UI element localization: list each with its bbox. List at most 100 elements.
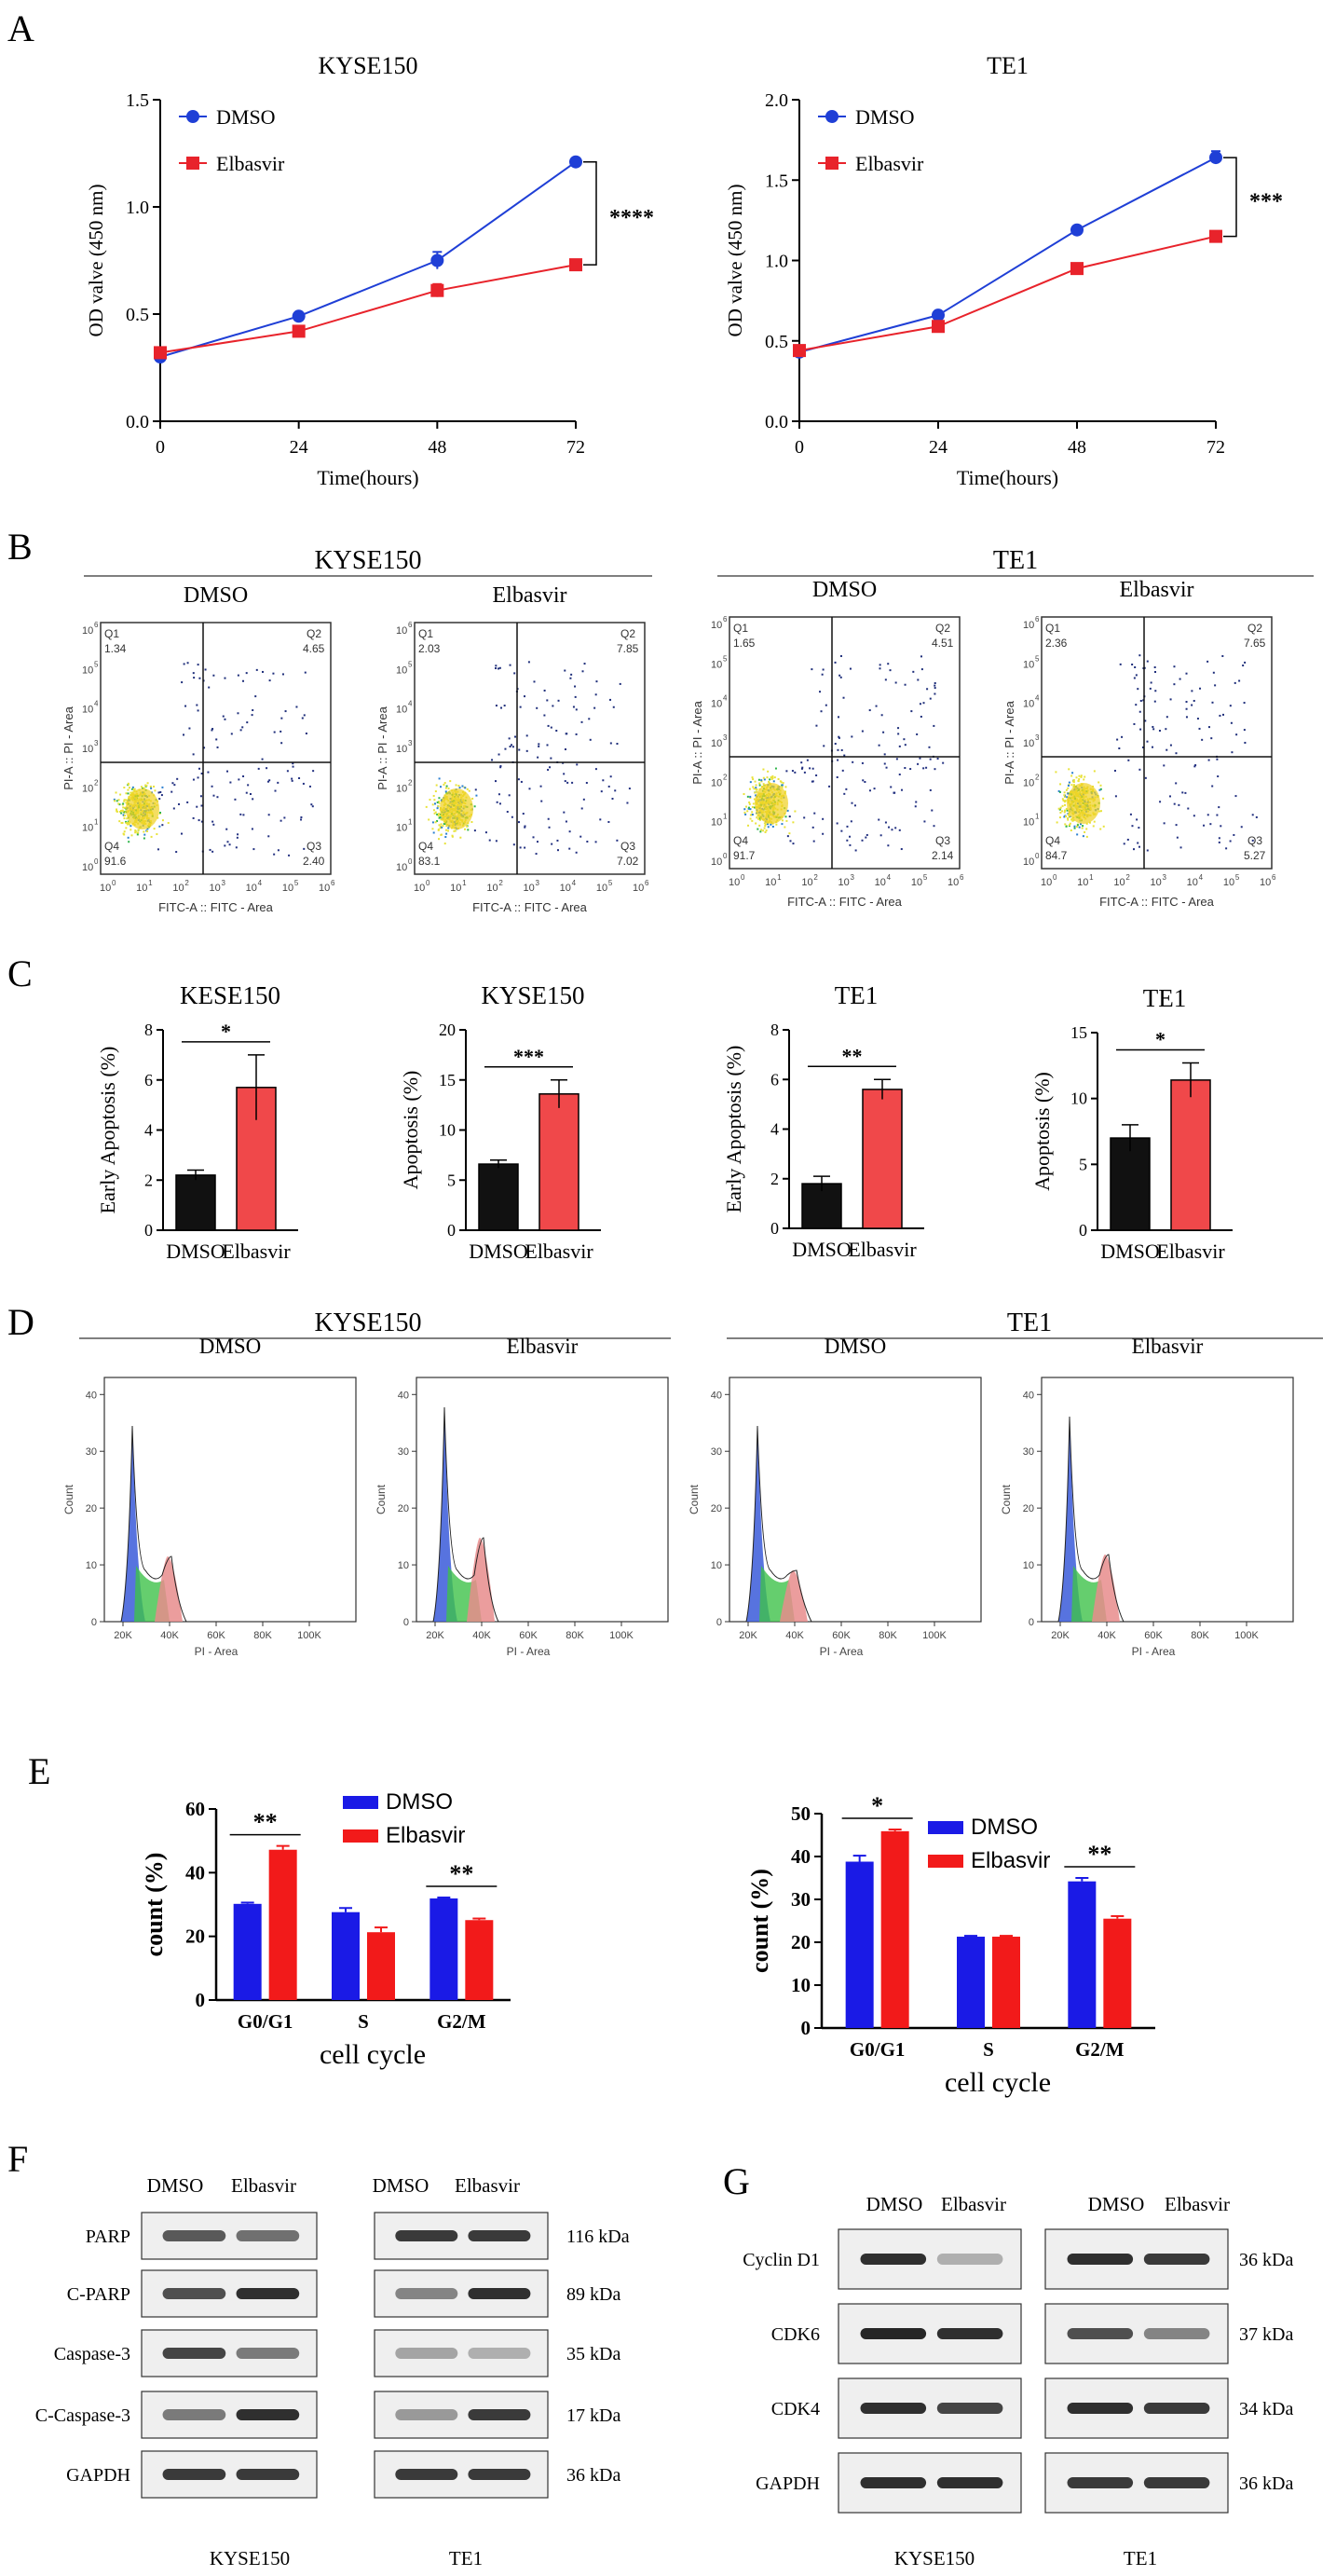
scatter-dot	[749, 795, 752, 798]
scatter-dot	[593, 706, 596, 709]
density-core	[440, 788, 473, 829]
scatter-dot	[198, 819, 200, 822]
legend-swatch-dmso	[343, 1796, 378, 1809]
y-tick-label: 10	[396, 862, 407, 873]
scatter-dot	[897, 727, 900, 730]
scatter-dot	[1191, 690, 1193, 692]
scatter-dot	[158, 825, 161, 828]
scatter-dot	[1092, 825, 1095, 828]
scatter-dot	[1072, 778, 1075, 781]
scatter-dot	[845, 788, 848, 790]
scatter-dot	[834, 661, 837, 664]
scatter-dot	[238, 778, 240, 781]
scatter-dot	[280, 742, 283, 745]
scatter-dot	[547, 724, 550, 727]
scatter-dot	[1057, 789, 1060, 792]
scatter-dot	[128, 820, 130, 823]
scatter-dot	[1056, 821, 1058, 824]
scatter-dot	[920, 668, 923, 671]
scatter-dot	[268, 779, 271, 782]
y-tick-exponent: 1	[723, 813, 728, 821]
y-tick-label: 0	[801, 2017, 811, 2039]
scatter-dot	[594, 693, 597, 696]
scatter-dot	[811, 668, 813, 671]
data-point-dmso	[1209, 151, 1222, 165]
scatter-dot	[540, 800, 543, 802]
scatter-dot	[186, 662, 189, 665]
scatter-dot	[267, 814, 270, 816]
scatter-dot	[499, 765, 502, 768]
scatter-dot	[889, 669, 892, 672]
scatter-dot	[583, 663, 586, 665]
scatter-dot	[1085, 835, 1088, 838]
scatter-dot	[468, 789, 470, 792]
quadrant-value: 7.65	[1244, 637, 1266, 650]
x-tick-label: S	[358, 2010, 369, 2033]
scatter-dot	[781, 786, 784, 788]
scatter-dot	[894, 681, 897, 684]
scatter-dot	[157, 816, 159, 819]
scatter-dot	[1243, 729, 1246, 732]
scatter-dot	[547, 768, 550, 771]
y-tick-label: 30	[711, 1446, 722, 1458]
scatter-dot	[543, 714, 546, 717]
scatter-dot	[303, 714, 306, 717]
scatter-dot	[1116, 738, 1119, 741]
y-axis-label: Count	[1000, 1484, 1013, 1514]
scatter-dot	[792, 843, 795, 845]
scatter-dot	[192, 816, 195, 819]
x-tick-label: 60K	[1144, 1630, 1163, 1641]
scatter-dot	[1077, 780, 1080, 783]
scatter-dot	[1198, 727, 1201, 730]
scatter-dot	[925, 766, 928, 769]
x-tick-exponent: 4	[572, 879, 577, 887]
y-axis-label: count (%)	[141, 1853, 168, 1957]
scatter-dot	[459, 836, 462, 839]
scatter-dot	[931, 809, 934, 812]
scatter-dot	[137, 829, 140, 831]
scatter-dot	[255, 668, 258, 671]
scatter-dot	[555, 730, 558, 733]
protein-band	[936, 2403, 1003, 2414]
y-tick-label: 10	[396, 625, 407, 637]
scatter-dot	[570, 673, 573, 676]
protein-band	[162, 2409, 226, 2420]
scatter-dot	[437, 815, 440, 817]
scatter-dot	[245, 791, 248, 794]
y-tick-exponent: 2	[408, 778, 413, 787]
scatter-dot	[837, 759, 839, 761]
x-tick-exponent: 1	[148, 879, 153, 887]
scatter-dot	[852, 760, 854, 763]
x-tick-exponent: 5	[1235, 873, 1240, 882]
scatter-dot	[212, 674, 215, 677]
scatter-dot	[838, 716, 840, 719]
scatter-dot	[823, 745, 825, 747]
scatter-dot	[506, 811, 509, 814]
scatter-dot	[572, 706, 575, 708]
legend-marker-elbasvir	[825, 157, 838, 170]
scatter-dot	[1078, 774, 1081, 777]
scatter-dot	[495, 665, 498, 667]
scatter-dot	[508, 794, 511, 797]
scatter-dot	[846, 839, 849, 842]
scatter-dot	[471, 797, 474, 800]
y-tick-exponent: 4	[723, 694, 728, 703]
legend-label-dmso: DMSO	[855, 105, 915, 129]
scatter-dot	[173, 784, 176, 787]
scatter-dot	[1206, 814, 1209, 816]
histogram-trace	[120, 1425, 187, 1623]
scatter-dot	[594, 768, 597, 771]
lane-label: Elbasvir	[941, 2193, 1006, 2215]
scatter-dot	[758, 817, 761, 820]
g1-peak	[433, 1407, 457, 1622]
scatter-dot	[280, 717, 283, 719]
scatter-dot	[1234, 795, 1237, 798]
scatter-dot	[1136, 818, 1138, 821]
scatter-dot	[212, 823, 215, 826]
scatter-dot	[158, 798, 161, 801]
g1-peak	[121, 1426, 145, 1622]
scatter-dot	[1194, 764, 1197, 767]
scatter-dot	[811, 780, 814, 783]
scatter-dot	[525, 734, 528, 737]
y-tick-label: 10	[711, 817, 722, 829]
